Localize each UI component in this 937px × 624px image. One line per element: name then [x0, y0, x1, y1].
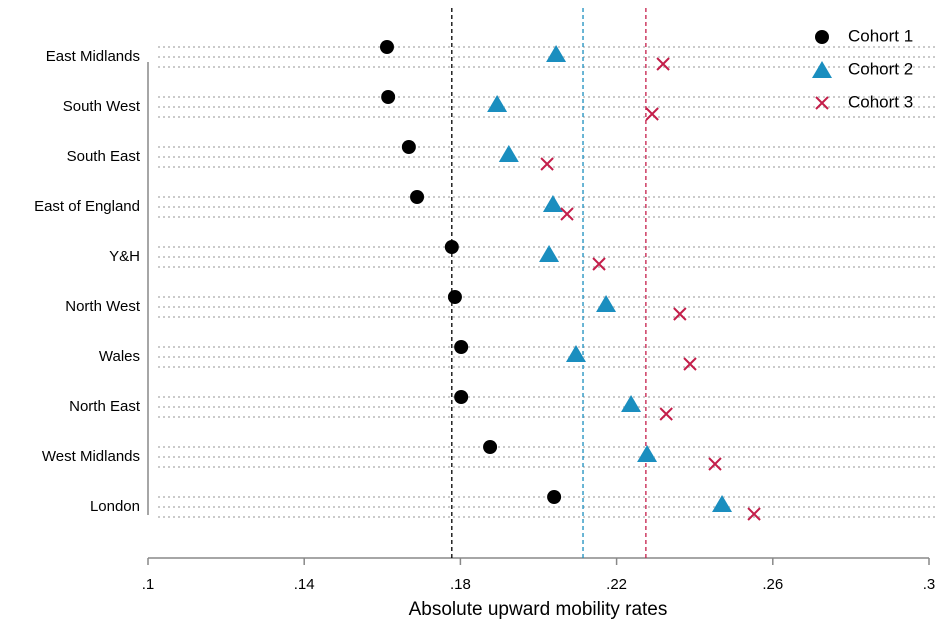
legend-text: Cohort 2	[848, 59, 913, 78]
x-tick-label: .22	[606, 576, 627, 593]
x-tick-label: .3	[923, 576, 936, 593]
dot	[379, 40, 394, 54]
y-tick-label: North West	[65, 298, 141, 315]
y-tick-label: West Midlands	[42, 448, 140, 465]
cross	[683, 357, 697, 371]
cross	[560, 207, 574, 221]
triangle	[498, 145, 519, 162]
cross	[747, 507, 761, 521]
dot	[815, 30, 829, 44]
triangle	[546, 45, 567, 62]
x-tick-label: .14	[294, 576, 315, 593]
x-tick-label: .1	[142, 576, 155, 593]
y-tick-label: South East	[67, 148, 141, 165]
y-tick-label: North East	[69, 398, 141, 415]
triangle	[621, 395, 642, 412]
dot	[401, 140, 416, 154]
dot	[454, 390, 469, 404]
legend-text: Cohort 3	[848, 92, 913, 111]
cross	[645, 107, 659, 121]
triangle	[539, 245, 560, 262]
triangle	[542, 195, 563, 212]
dot	[410, 190, 425, 204]
cross	[708, 457, 722, 471]
cross	[673, 307, 687, 321]
dot	[444, 240, 459, 254]
y-tick-label: Y&H	[109, 248, 140, 265]
y-tick-label: East Midlands	[46, 48, 140, 65]
dot	[547, 490, 562, 504]
x-axis-title: Absolute upward mobility rates	[409, 599, 668, 620]
cross	[656, 57, 670, 71]
legend-text: Cohort 1	[848, 26, 913, 45]
x-tick-label: .18	[450, 576, 471, 593]
dot	[447, 290, 462, 304]
cross	[540, 157, 554, 171]
cross	[592, 257, 606, 271]
y-tick-label: London	[90, 498, 140, 515]
dot	[381, 90, 396, 104]
triangle	[487, 95, 508, 112]
triangle	[712, 495, 733, 512]
x-tick-label: .26	[762, 576, 783, 593]
y-tick-label: Wales	[99, 348, 140, 365]
triangle	[596, 295, 617, 312]
triangle	[637, 445, 658, 462]
triangle	[565, 345, 586, 362]
y-tick-label: East of England	[34, 198, 140, 215]
cross	[815, 96, 829, 110]
cross	[659, 407, 673, 421]
triangle	[812, 61, 832, 78]
dot	[483, 440, 498, 454]
dot	[454, 340, 469, 354]
y-tick-label: South West	[63, 98, 141, 115]
